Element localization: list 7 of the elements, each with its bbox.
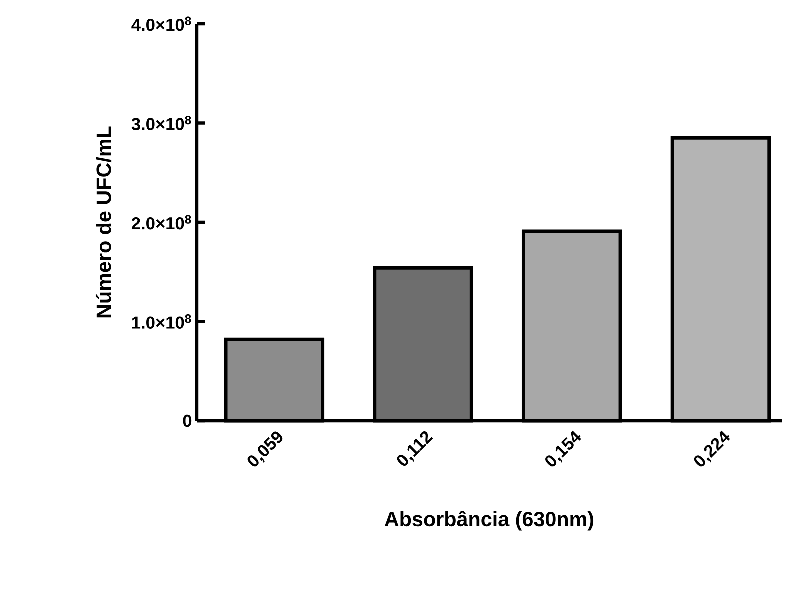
y-tick-label: 1.0×10$^{8}$ [132,314,192,329]
y-tick-label: 4.0×10$^{8}$ [132,16,192,32]
x-axis-title: Absorbância (630nm) [384,511,594,531]
y-axis-title: Número de UFC/mL [96,126,112,318]
y-tick-label: 2.0×10$^{8}$ [132,215,192,230]
y-tick-label: 0 [183,414,192,428]
y-tick-label: 3.0×10$^{8}$ [132,116,192,130]
